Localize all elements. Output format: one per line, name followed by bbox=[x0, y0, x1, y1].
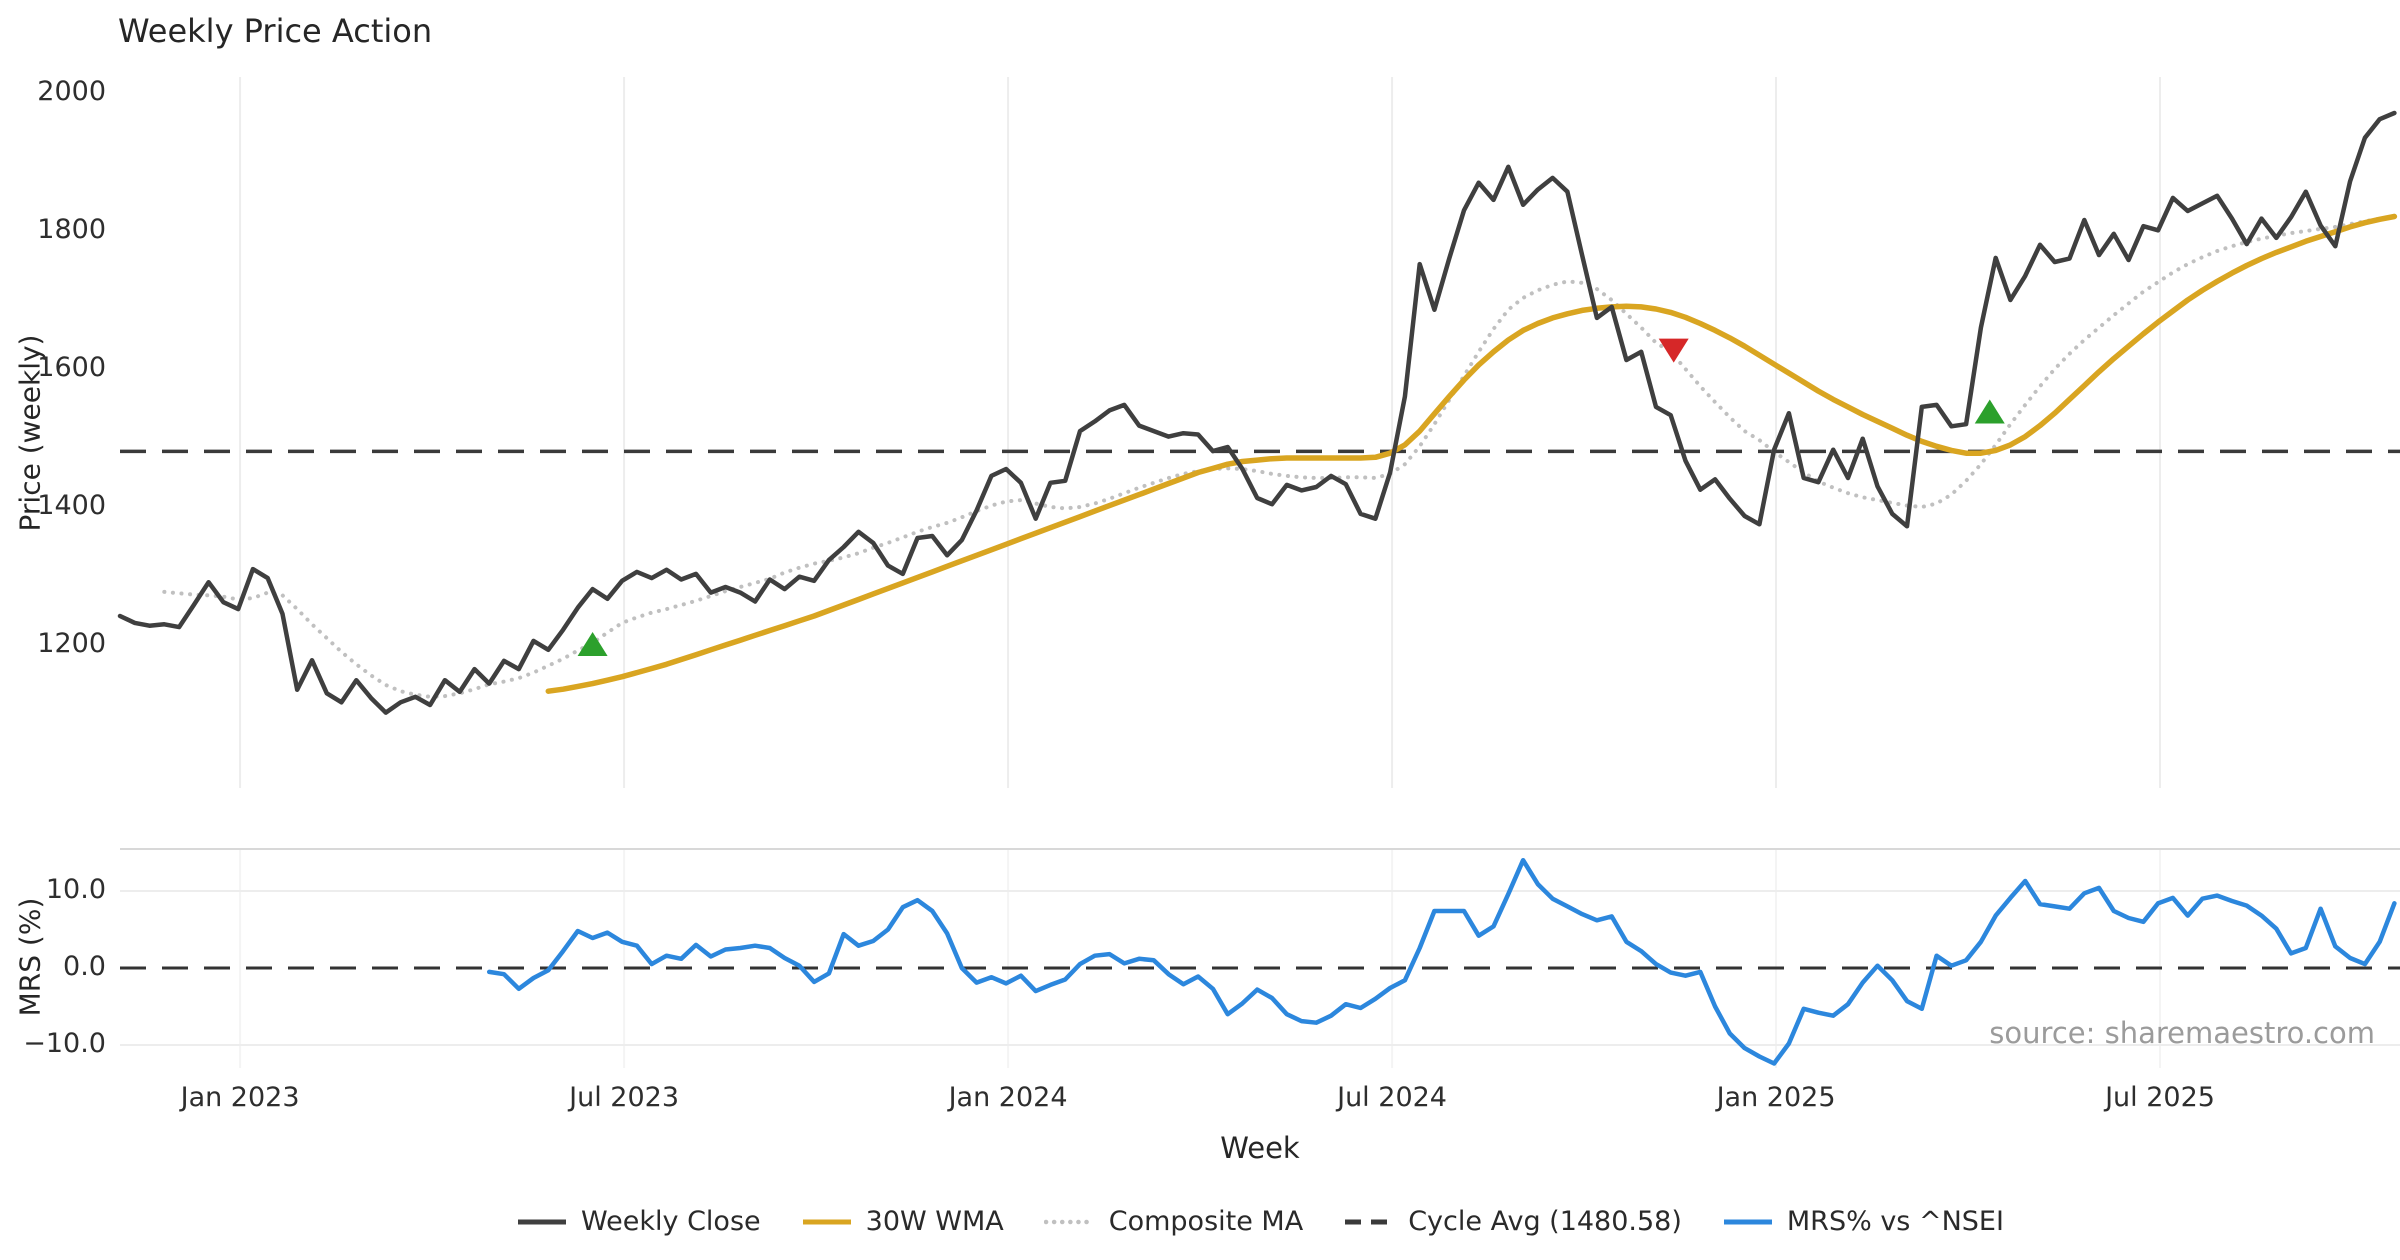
sell-signal-marker bbox=[1658, 338, 1689, 363]
price-y-tick-label: 1400 bbox=[37, 490, 106, 521]
legend-label-mrs-nsei: MRS% vs ^NSEI bbox=[1786, 1206, 2004, 1237]
price-y-tick-label: 1200 bbox=[37, 628, 106, 659]
composite-ma-legend-swatch bbox=[1043, 1219, 1096, 1224]
mrs-y-tick-label: 0.0 bbox=[63, 951, 106, 982]
legend-label-composite-ma: Composite MA bbox=[1108, 1206, 1304, 1237]
mrs-line bbox=[486, 857, 2397, 1066]
mrs-y-tick-label: 10.0 bbox=[45, 874, 106, 905]
wma-30w-legend-swatch bbox=[802, 1219, 851, 1224]
buy-signal-marker bbox=[577, 632, 608, 656]
mrs-nsei-legend-swatch bbox=[1723, 1219, 1772, 1224]
legend-item-wma-30w: 30W WMA bbox=[801, 1206, 1004, 1237]
legend-label-weekly-close: Weekly Close bbox=[581, 1206, 761, 1237]
mrs-y-tick-label: −10.0 bbox=[23, 1028, 106, 1059]
price-y-tick-label: 1600 bbox=[37, 352, 106, 383]
legend-item-cycle-avg: Cycle Avg (1480.58) bbox=[1343, 1206, 1682, 1237]
x-tick-label: Jul 2025 bbox=[2105, 1082, 2215, 1113]
x-tick-label: Jul 2023 bbox=[569, 1082, 679, 1113]
x-tick-label: Jan 2025 bbox=[1716, 1082, 1836, 1113]
legend-item-weekly-close: Weekly Close bbox=[516, 1206, 761, 1237]
legend: Weekly Close 30W WMA Composite MA Cycle Avg… bbox=[120, 1206, 2400, 1237]
chart-title: Weekly Price Action bbox=[118, 12, 433, 50]
x-axis-title: Week bbox=[1220, 1131, 1300, 1165]
legend-item-mrs-nsei: MRS% vs ^NSEI bbox=[1722, 1206, 2004, 1237]
price-y-tick-label: 1800 bbox=[37, 214, 106, 245]
composite-ma-line bbox=[162, 213, 2397, 699]
weekly-close-line bbox=[117, 110, 2397, 715]
weekly-close-legend-swatch bbox=[518, 1219, 567, 1224]
legend-item-composite-ma: Composite MA bbox=[1043, 1206, 1304, 1237]
source-credit: source: sharemaestro.com bbox=[1989, 1016, 2375, 1050]
x-tick-label: Jan 2023 bbox=[180, 1082, 300, 1113]
cycle-avg-legend-swatch bbox=[1345, 1219, 1394, 1224]
buy-signal-marker bbox=[1974, 399, 2005, 424]
wma-30w-line bbox=[545, 213, 2398, 694]
legend-label-cycle-avg: Cycle Avg (1480.58) bbox=[1408, 1206, 1682, 1237]
x-tick-label: Jan 2024 bbox=[948, 1082, 1068, 1113]
price-y-tick-label: 2000 bbox=[37, 76, 106, 107]
x-tick-label: Jul 2024 bbox=[1337, 1082, 1447, 1113]
legend-label-wma-30w: 30W WMA bbox=[865, 1206, 1004, 1237]
